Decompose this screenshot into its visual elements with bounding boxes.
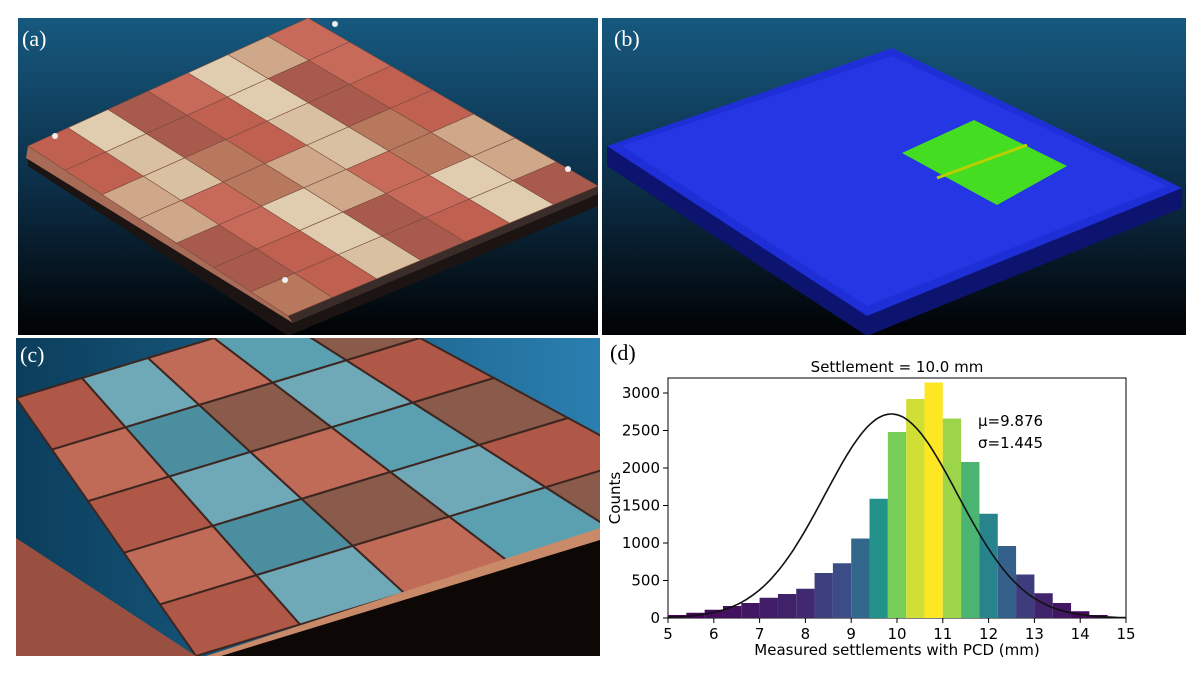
histogram-bar [832, 563, 852, 618]
panel-a-marker [565, 166, 571, 172]
y-tick-label: 0 [650, 609, 660, 627]
panel-c-slab-edge [206, 528, 600, 656]
closeup-paver-tile [309, 338, 423, 362]
x-tick-label: 14 [1071, 625, 1090, 643]
closeup-paver-tile [476, 416, 600, 489]
panel-d-histogram: Settlement = 10.0 mm Measured settlement… [606, 338, 1186, 668]
histogram-bar [887, 432, 907, 618]
x-tick-label: 12 [979, 625, 998, 643]
panel-a-slab-edge-right [288, 186, 598, 323]
x-tick-label: 10 [887, 625, 906, 643]
panel-b-label: (b) [614, 26, 640, 51]
x-tick-label: 7 [755, 625, 765, 643]
y-tick-label: 3000 [622, 384, 660, 402]
y-tick-label: 2500 [622, 422, 660, 440]
panel-b-slab-shade [622, 56, 1167, 306]
y-tick-label: 1500 [622, 497, 660, 515]
x-axis-label: Measured settlements with PCD (mm) [754, 641, 1039, 659]
histogram-bar [851, 538, 870, 618]
panel-a-marker [332, 21, 338, 27]
panel-b-settled-region [902, 120, 1067, 205]
panel-b-seam [936, 143, 1028, 180]
y-axis-label: Counts [606, 472, 624, 525]
panel-a-marker [52, 133, 58, 139]
histogram-bar [722, 606, 742, 618]
y-tick-label: 500 [631, 572, 660, 590]
histogram-bar [1034, 593, 1053, 618]
panel-c-render [16, 338, 600, 656]
histogram-bar [796, 588, 815, 618]
panel-c-label: (c) [20, 342, 45, 367]
panel-b-render [602, 18, 1186, 335]
closeup-paver-tile [543, 469, 600, 524]
x-tick-label: 9 [846, 625, 856, 643]
panel-a-render [18, 18, 598, 335]
panel-c-closeup: (c) [16, 338, 600, 656]
x-tick-label: 15 [1116, 625, 1135, 643]
histogram-bar [906, 399, 925, 618]
panel-b-settlement-map: (b) [602, 18, 1186, 335]
histogram-bar [924, 382, 943, 618]
chart-title: Settlement = 10.0 mm [811, 358, 984, 376]
x-tick-label: 8 [801, 625, 811, 643]
histogram-bar [1016, 574, 1035, 618]
x-tick-label: 11 [933, 625, 952, 643]
histogram-bar [759, 597, 778, 618]
paver-tile [512, 161, 598, 205]
sigma-annotation: σ=1.445 [978, 434, 1043, 452]
histogram-bar [961, 462, 980, 618]
y-tick-label: 2000 [622, 459, 660, 477]
histogram-bar [869, 498, 888, 618]
histogram-bar [942, 418, 962, 618]
panel-a-slab-edge [26, 146, 293, 323]
panel-b-slab-side [607, 146, 1182, 335]
closeup-paver-tile [16, 538, 196, 656]
x-tick-label: 6 [709, 625, 719, 643]
histogram-chart: Settlement = 10.0 mm Measured settlement… [606, 358, 1136, 659]
panel-a-marker [282, 277, 288, 283]
x-tick-label: 5 [663, 625, 673, 643]
panel-a-paver-grid [27, 18, 598, 317]
normal-fit-curve [667, 413, 1126, 619]
y-tick-label: 1000 [622, 534, 660, 552]
histogram-bar [997, 546, 1017, 618]
histogram-bar [777, 594, 797, 618]
histogram-bar [814, 573, 833, 618]
x-tick-label: 13 [1025, 625, 1044, 643]
panel-a-label: (a) [22, 26, 47, 51]
panel-a-point-cloud: (a) [18, 18, 598, 335]
histogram-bar [741, 603, 760, 618]
mu-annotation: μ=9.876 [978, 412, 1043, 430]
histogram-bar [704, 609, 723, 618]
histogram-bar [979, 513, 998, 618]
panel-d-label: (d) [610, 340, 636, 365]
